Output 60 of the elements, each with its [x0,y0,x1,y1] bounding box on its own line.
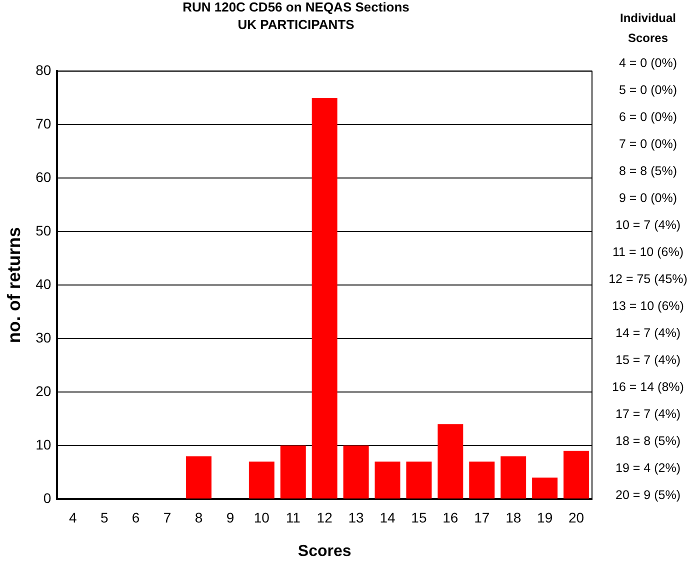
text: 20 = 9 (5%) [614,487,682,504]
text: 14 = 7 (4%) [614,325,682,342]
x-tick-label: 13 [348,509,364,526]
y-tick-label: 30 [36,329,52,346]
text: 9 = 0 (0%) [618,190,678,207]
bar [438,424,464,498]
text: 16 = 14 (8%) [611,379,685,396]
x-tick-label: 14 [380,509,396,526]
text: 8 = 8 (5%) [618,163,678,180]
x-tick-label: 15 [411,509,427,526]
text: 5 = 0 (0%) [618,82,678,99]
bar [248,462,274,498]
x-tick-label: 9 [226,509,234,526]
x-tick-label: 18 [506,509,522,526]
x-tick-label: 6 [132,509,140,526]
y-tick-label: 40 [36,276,52,292]
y-axis-title: no. of returns [4,227,24,344]
x-axis-title: Scores [298,542,352,560]
bar [406,462,432,498]
text: 15 = 7 (4%) [614,352,682,369]
x-tick-label: 8 [194,509,203,526]
y-tick-label: 60 [36,169,52,186]
legend-title: Individual Scores [618,10,677,47]
y-tick-label: 70 [36,116,52,132]
bar [186,456,212,498]
text: 12 = 75 (45%) [608,271,688,288]
text: 6 = 0 (0%) [618,109,678,126]
text: 4 = 0 (0%) [618,55,678,72]
x-tick-label: 7 [163,509,172,526]
y-tick-label: 50 [36,222,52,238]
x-tick-label: 5 [100,509,108,526]
y-tick-label: 0 [43,490,52,506]
bar [343,446,369,498]
bar [280,446,306,498]
chart-subtitle: UK PARTICIPANTS [238,16,355,32]
text: 18 = 8 (5%) [614,433,682,450]
text: 10 = 7 (4%) [614,217,682,234]
bar [532,478,558,498]
x-tick-label: 16 [442,509,458,526]
chart-title: RUN 120C CD56 on NEQAS Sections [182,0,410,14]
text: 13 = 10 (6%) [611,298,685,315]
y-tick-label: 20 [36,382,52,399]
bar [500,456,526,498]
x-tick-label: 4 [69,509,78,526]
y-tick-label: 80 [36,62,52,78]
bar [312,98,338,498]
bar [374,462,400,498]
x-tick-label: 12 [316,509,333,526]
bar [564,450,590,498]
x-tick-label: 11 [286,509,301,526]
x-tick-label: 10 [254,509,270,526]
y-tick-label: 10 [36,436,52,452]
x-tick-label: 19 [537,509,553,526]
x-tick-label: 20 [568,509,584,526]
text: 11 = 10 (6%) [612,244,684,261]
x-tick-label: 17 [474,509,490,526]
text: 7 = 0 (0%) [618,136,678,153]
text: 17 = 7 (4%) [614,406,682,423]
text: 19 = 4 (2%) [614,460,682,477]
bar [469,462,495,498]
